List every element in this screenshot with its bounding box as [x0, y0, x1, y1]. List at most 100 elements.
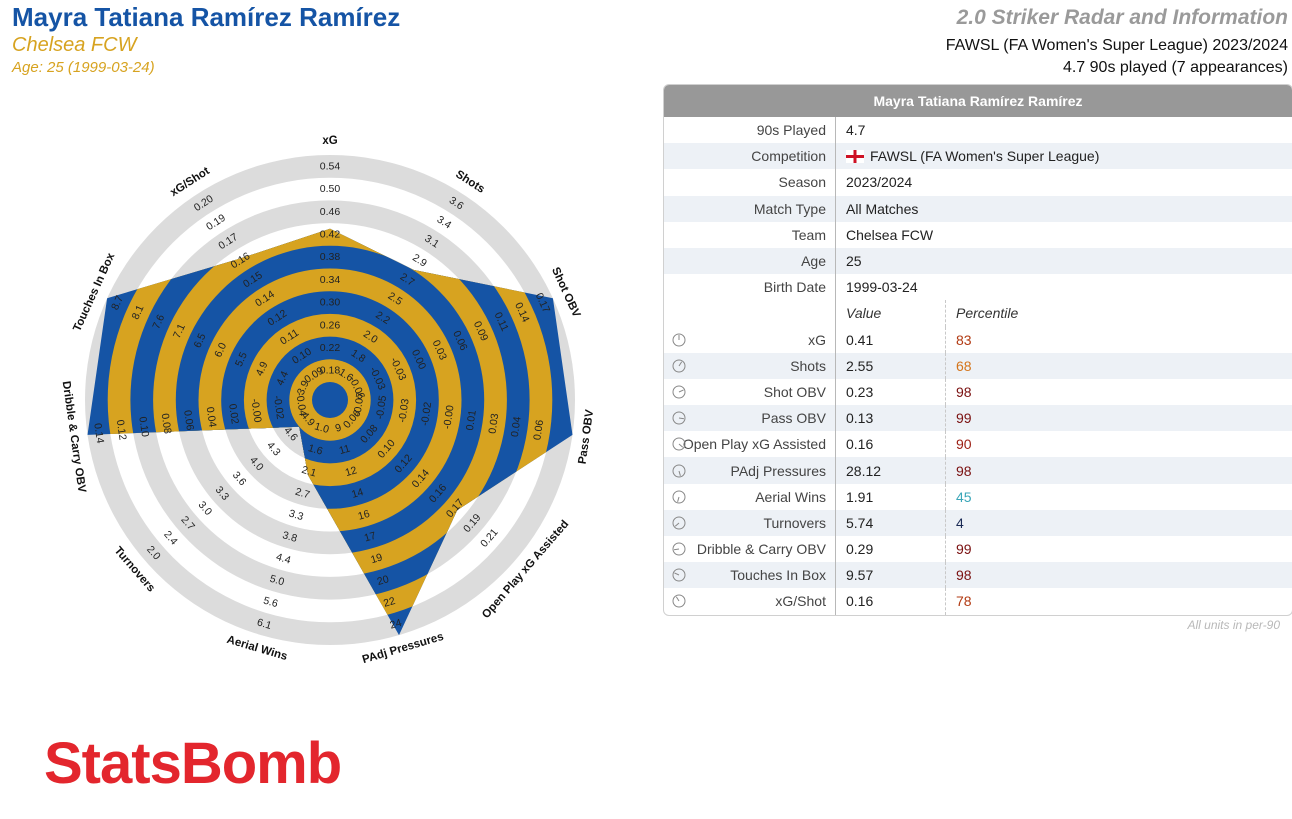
radar-tick-label: -0.04 [293, 391, 308, 417]
radar-tick-label: -0.02 [419, 401, 434, 427]
radar-tick-label: 0.08 [159, 413, 174, 435]
info-row: Match Type All Matches [664, 195, 1292, 222]
radar-tick-label: 6.5 [192, 331, 209, 349]
radar-tick-label: 6.0 [212, 341, 229, 359]
radar-tick-label: 0.01 [464, 409, 479, 431]
radar-tick-label: 7.1 [171, 322, 188, 340]
metric-dial-icon [672, 594, 686, 608]
info-label: Match Type [664, 195, 836, 222]
radar-tick-label: 5.5 [233, 350, 250, 368]
info-value-text: 25 [846, 253, 862, 270]
radar-tick-label: 12 [344, 464, 359, 479]
metric-row: PAdj Pressures 28.12 98 [664, 457, 1292, 484]
radar-tick-label: 16 [357, 508, 372, 523]
units-note: All units in per-90 [1187, 618, 1281, 632]
metric-percentile: 68 [956, 357, 972, 374]
radar-tick-label: 11 [338, 443, 352, 458]
radar-tick-label: 8.1 [130, 303, 147, 321]
radar-axis-label: xG [322, 135, 337, 147]
team-name: Chelsea FCW [12, 34, 137, 56]
metric-row: Shot OBV 0.23 98 [664, 378, 1292, 406]
metric-row: Turnovers 5.74 4 [664, 509, 1292, 536]
metric-label-text: Aerial Wins [755, 488, 826, 505]
metric-value: 0.13 [836, 405, 946, 432]
info-value-text: All Matches [846, 200, 919, 217]
metric-label: Touches In Box [664, 562, 836, 589]
metric-row: Open Play xG Assisted 0.16 90 [664, 431, 1292, 458]
metric-label-text: Shot OBV [763, 383, 826, 400]
metric-label-text: xG/Shot [775, 593, 826, 610]
metric-label: Turnovers [664, 509, 836, 536]
info-row: 90s Played 4.7 [664, 117, 1292, 144]
metric-percentile: 90 [956, 436, 972, 453]
metric-label-text: Pass OBV [761, 410, 826, 427]
metric-label-text: Dribble & Carry OBV [696, 541, 826, 558]
metric-percentile: 78 [956, 593, 972, 610]
radar-tick-label: 0.06 [531, 419, 546, 441]
info-row: Team Chelsea FCW [664, 221, 1292, 248]
radar-tick-label: 2.7 [294, 486, 312, 502]
radar-tick-label: 0.14 [91, 422, 106, 444]
metrics-header-row: Value Percentile [664, 300, 1292, 327]
radar-polygon-core [312, 382, 348, 418]
metric-label-text: PAdj Pressures [730, 462, 826, 479]
radar-tick-label: -0.05 [374, 395, 389, 421]
info-value-text: Chelsea FCW [846, 226, 934, 243]
radar-tick-label: 0.02 [226, 403, 241, 425]
metric-label: Pass OBV [664, 405, 836, 432]
radar-tick-label: 0.42 [320, 228, 341, 240]
radar-tick-label: 0.10 [136, 416, 151, 438]
metric-value: 2.55 [836, 352, 946, 379]
radar-tick-label: 0.12 [114, 419, 129, 441]
radar-tick-label: 5.0 [268, 573, 286, 589]
info-row: Season 2023/2024 [664, 169, 1292, 196]
metric-value: 0.16 [836, 431, 946, 458]
table-title: Mayra Tatiana Ramírez Ramírez [664, 85, 1292, 117]
metric-value: 1.91 [836, 483, 946, 510]
radar-tick-label: 0.38 [320, 251, 341, 263]
metric-value: 0.23 [836, 378, 946, 406]
radar-tick-label: 0.30 [320, 297, 341, 309]
info-value-text: 1999-03-24 [846, 279, 918, 296]
radar-tick-label: -0.02 [271, 395, 286, 421]
radar-tick-label: 3.8 [281, 529, 299, 545]
info-label: Season [664, 169, 836, 196]
metric-row: xG/Shot 0.16 78 [664, 588, 1292, 615]
info-rows: 90s Played 4.7 Competition FAWSL (FA Women'… [664, 117, 1292, 301]
metric-rows: xG 0.41 83 Shots 2.55 68 Shot OBV 0.23 98 Pass OB… [664, 326, 1292, 615]
radar-tick-label: 4.4 [275, 551, 293, 567]
metric-value: 0.41 [836, 326, 946, 353]
radar-tick-label: -0.00 [248, 398, 263, 424]
metric-value: 5.74 [836, 509, 946, 536]
radar-chart: 0.18 0.22 0.26 0.30 0.34 0.38 0.42 0.46 0.50 0.54… [60, 135, 597, 666]
info-label: 90s Played [664, 117, 836, 144]
report-title: 2.0 Striker Radar and Information [956, 6, 1288, 29]
radar-tick-label: 14 [350, 486, 365, 501]
radar-tick-label: 24 [388, 617, 403, 632]
info-value: All Matches [836, 201, 1292, 217]
info-label: Team [664, 221, 836, 248]
radar-tick-label: 0.50 [320, 183, 341, 195]
radar-tick-label: 5.6 [262, 595, 280, 611]
info-value-text: 2023/2024 [846, 174, 913, 191]
radar-tick-label: 4.9 [254, 360, 271, 378]
metric-value: 0.29 [836, 536, 946, 563]
metric-dial-icon [672, 333, 686, 347]
metric-dial-icon [672, 516, 686, 530]
radar-axis-label: Dribble & Carry OBV [60, 380, 88, 493]
info-value: 25 [836, 253, 1292, 269]
played-line: 4.7 90s played (7 appearances) [1062, 59, 1288, 76]
radar-tick-label: 4.4 [274, 369, 291, 387]
radar-tick-label: -0.07 [351, 391, 366, 417]
radar-tick-label: 0.04 [509, 416, 524, 438]
metric-percentile: 4 [956, 514, 964, 531]
info-row: Competition FAWSL (FA Women's Super Leagu… [664, 143, 1292, 170]
metric-dial-icon [672, 411, 686, 425]
info-row: Birth Date 1999-03-24 [664, 274, 1292, 301]
metric-row: Pass OBV 0.13 99 [664, 405, 1292, 432]
england-flag-icon [846, 150, 864, 164]
metric-label-text: Turnovers [763, 514, 826, 531]
metric-label: xG [664, 326, 836, 353]
radar-tick-label: 3.3 [287, 507, 305, 523]
metric-percentile: 98 [956, 567, 972, 584]
